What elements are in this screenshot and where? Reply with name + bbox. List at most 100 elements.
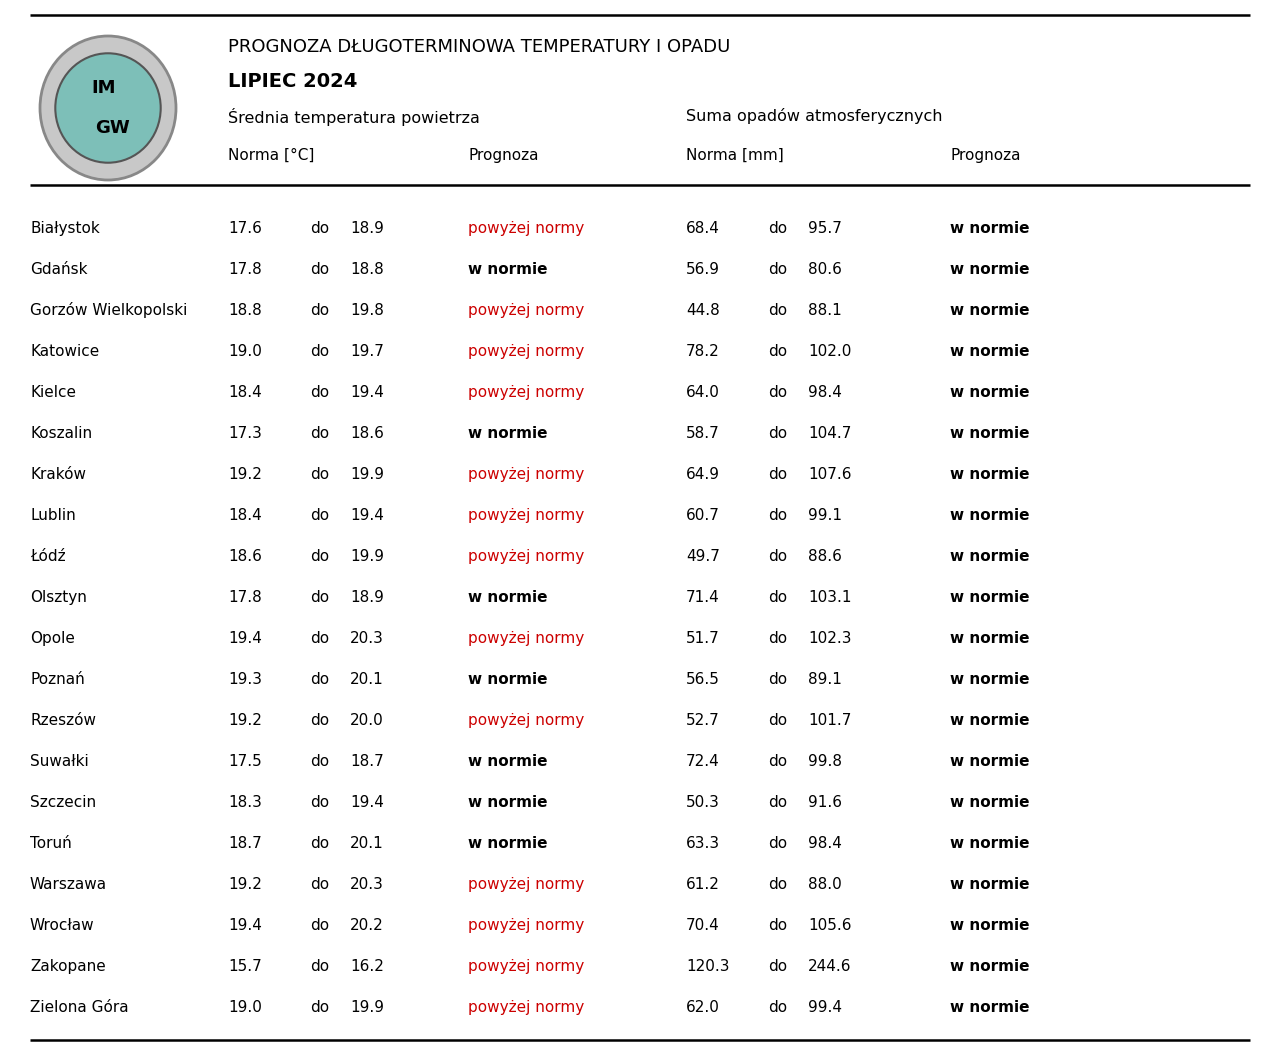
Text: do: do (310, 631, 329, 646)
Text: Olsztyn: Olsztyn (29, 590, 87, 605)
Text: w normie: w normie (468, 590, 548, 605)
Text: do: do (310, 1000, 329, 1015)
Text: Zielona Góra: Zielona Góra (29, 1000, 128, 1015)
Text: 19.4: 19.4 (349, 508, 384, 523)
Text: 78.2: 78.2 (686, 344, 719, 359)
Text: w normie: w normie (950, 631, 1029, 646)
Text: Suwałki: Suwałki (29, 754, 88, 769)
Text: w normie: w normie (468, 836, 548, 851)
Text: 99.8: 99.8 (808, 754, 842, 769)
Text: 72.4: 72.4 (686, 754, 719, 769)
Text: 99.1: 99.1 (808, 508, 842, 523)
Text: do: do (310, 959, 329, 974)
Text: 18.4: 18.4 (228, 385, 261, 399)
Text: 99.4: 99.4 (808, 1000, 842, 1015)
Text: w normie: w normie (468, 262, 548, 277)
Text: w normie: w normie (950, 262, 1029, 277)
Text: powyżej normy: powyżej normy (468, 467, 584, 482)
Text: Białystok: Białystok (29, 221, 100, 236)
Text: 50.3: 50.3 (686, 795, 719, 809)
Text: powyżej normy: powyżej normy (468, 877, 584, 892)
Text: Średnia temperatura powietrza: Średnia temperatura powietrza (228, 108, 480, 126)
Text: 18.4: 18.4 (228, 508, 261, 523)
Text: 19.3: 19.3 (228, 672, 262, 687)
Text: 20.3: 20.3 (349, 631, 384, 646)
Text: do: do (768, 467, 787, 482)
Text: 19.2: 19.2 (228, 713, 262, 728)
Text: powyżej normy: powyżej normy (468, 302, 584, 318)
Text: Gdańsk: Gdańsk (29, 262, 87, 277)
Text: powyżej normy: powyżej normy (468, 344, 584, 359)
Text: 102.3: 102.3 (808, 631, 851, 646)
Text: powyżej normy: powyżej normy (468, 959, 584, 974)
Text: do: do (768, 795, 787, 809)
Text: 52.7: 52.7 (686, 713, 719, 728)
Text: 98.4: 98.4 (808, 836, 842, 851)
Text: 18.9: 18.9 (349, 221, 384, 236)
Text: Lublin: Lublin (29, 508, 76, 523)
Text: GW: GW (95, 119, 129, 137)
Text: w normie: w normie (950, 385, 1029, 399)
Text: Kielce: Kielce (29, 385, 76, 399)
Text: powyżej normy: powyżej normy (468, 221, 584, 236)
Text: w normie: w normie (468, 426, 548, 441)
Text: 103.1: 103.1 (808, 590, 851, 605)
Text: 91.6: 91.6 (808, 795, 842, 809)
Text: do: do (768, 426, 787, 441)
Text: w normie: w normie (950, 549, 1029, 564)
Text: do: do (310, 877, 329, 892)
Text: 17.6: 17.6 (228, 221, 262, 236)
Text: 17.8: 17.8 (228, 262, 261, 277)
Text: Prognoza: Prognoza (468, 148, 539, 163)
Text: do: do (768, 836, 787, 851)
Text: 64.9: 64.9 (686, 467, 719, 482)
Text: Katowice: Katowice (29, 344, 100, 359)
Text: 95.7: 95.7 (808, 221, 842, 236)
Text: w normie: w normie (950, 836, 1029, 851)
Text: w normie: w normie (950, 344, 1029, 359)
Text: 58.7: 58.7 (686, 426, 719, 441)
Text: LIPIEC 2024: LIPIEC 2024 (228, 72, 357, 91)
Text: do: do (310, 754, 329, 769)
Text: do: do (310, 344, 329, 359)
Text: do: do (768, 508, 787, 523)
Text: Warszawa: Warszawa (29, 877, 108, 892)
Text: powyżej normy: powyżej normy (468, 1000, 584, 1015)
Text: do: do (768, 1000, 787, 1015)
Text: Norma [°C]: Norma [°C] (228, 148, 315, 163)
Text: w normie: w normie (468, 754, 548, 769)
Text: do: do (768, 344, 787, 359)
Text: 19.2: 19.2 (228, 877, 262, 892)
Text: 64.0: 64.0 (686, 385, 719, 399)
Text: do: do (310, 713, 329, 728)
Text: 20.3: 20.3 (349, 877, 384, 892)
Text: 105.6: 105.6 (808, 918, 851, 933)
Text: do: do (768, 672, 787, 687)
Text: w normie: w normie (468, 795, 548, 809)
Text: 44.8: 44.8 (686, 302, 719, 318)
Text: 88.1: 88.1 (808, 302, 842, 318)
Text: w normie: w normie (950, 508, 1029, 523)
Text: 71.4: 71.4 (686, 590, 719, 605)
Text: do: do (310, 549, 329, 564)
Text: 56.5: 56.5 (686, 672, 719, 687)
Text: 63.3: 63.3 (686, 836, 721, 851)
Text: do: do (310, 795, 329, 809)
Text: do: do (310, 836, 329, 851)
Text: do: do (310, 508, 329, 523)
Text: w normie: w normie (950, 713, 1029, 728)
Text: Kraków: Kraków (29, 467, 86, 482)
Text: 56.9: 56.9 (686, 262, 719, 277)
Text: 18.8: 18.8 (228, 302, 261, 318)
Text: w normie: w normie (950, 467, 1029, 482)
Text: 20.0: 20.0 (349, 713, 384, 728)
Text: 68.4: 68.4 (686, 221, 719, 236)
Text: powyżej normy: powyżej normy (468, 918, 584, 933)
Text: 19.9: 19.9 (349, 1000, 384, 1015)
Text: 19.4: 19.4 (349, 385, 384, 399)
Text: 51.7: 51.7 (686, 631, 719, 646)
Text: 16.2: 16.2 (349, 959, 384, 974)
Text: Koszalin: Koszalin (29, 426, 92, 441)
Text: do: do (310, 918, 329, 933)
Text: Gorzów Wielkopolski: Gorzów Wielkopolski (29, 302, 187, 318)
